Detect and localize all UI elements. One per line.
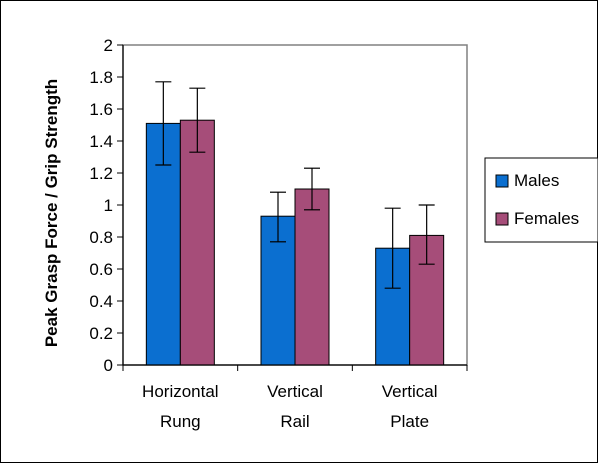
error-bars-layer	[155, 81, 435, 289]
y-tick-label: 1	[104, 196, 113, 215]
y-tick-label: 1.8	[89, 68, 113, 87]
legend-label-males: Males	[514, 171, 559, 190]
y-tick-label: 0.8	[89, 228, 113, 247]
y-tick-label: 1.4	[89, 132, 113, 151]
y-tick-label: 1.6	[89, 100, 113, 119]
x-category-label: Vertical	[382, 382, 438, 401]
bar-females	[294, 188, 330, 366]
legend: Males Females	[484, 157, 598, 243]
bar-females	[179, 119, 215, 366]
x-category-label: Plate	[390, 412, 429, 431]
y-tick-label: 0	[104, 356, 113, 375]
y-tick-label: 0.6	[89, 260, 113, 279]
x-category-label: Vertical	[267, 382, 323, 401]
legend-swatch-females	[495, 212, 509, 226]
x-category-label: Rail	[280, 412, 309, 431]
x-category-label: Rung	[160, 412, 201, 431]
legend-swatch-males	[495, 174, 509, 188]
x-category-label: Horizontal	[142, 382, 219, 401]
axis-layer: 0 0.2 0.4 0.6 0.8 1 1.2 1.4 1.6 1.8 2 Horizontal Run…	[89, 36, 468, 431]
legend-label-females: Females	[514, 209, 579, 228]
y-tick-label: 0.2	[89, 324, 113, 343]
y-axis-label: Peak Grasp Force / Grip Strength	[42, 79, 61, 347]
y-tick-label: 1.2	[89, 164, 113, 183]
legend-box	[484, 157, 598, 243]
y-tick-label: 0.4	[89, 292, 113, 311]
y-tick-label: 2	[104, 36, 113, 55]
